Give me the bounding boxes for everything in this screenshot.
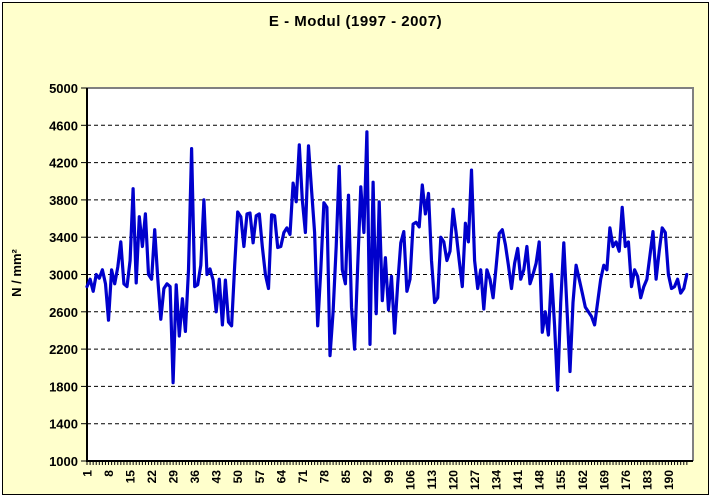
x-tick-label: 22 bbox=[145, 470, 159, 484]
x-tick-label: 155 bbox=[554, 470, 568, 490]
y-tick-label: 3800 bbox=[49, 193, 78, 208]
x-tick-label: 176 bbox=[619, 470, 633, 490]
x-tick-label: 134 bbox=[490, 470, 504, 490]
x-tick-label: 15 bbox=[124, 470, 138, 484]
x-tick-label: 113 bbox=[425, 470, 439, 490]
x-tick-label: 85 bbox=[339, 470, 353, 484]
x-tick-label: 141 bbox=[511, 470, 525, 490]
x-tick-label: 99 bbox=[382, 470, 396, 484]
x-tick-label: 50 bbox=[231, 470, 245, 484]
x-tick-label: 162 bbox=[576, 470, 590, 490]
x-tick-label: 71 bbox=[296, 470, 310, 484]
x-tick-label: 120 bbox=[447, 470, 461, 490]
x-tick-label: 29 bbox=[167, 470, 181, 484]
x-tick-label: 169 bbox=[597, 470, 611, 490]
x-tick-label: 64 bbox=[274, 470, 288, 484]
y-tick-label: 3000 bbox=[49, 268, 78, 283]
plot-svg: 1000 1400 1800 2200 2600 3000 3400 3800 4200 4600… bbox=[49, 81, 694, 490]
x-tick-label: 57 bbox=[253, 470, 267, 484]
y-tick-label: 1800 bbox=[49, 379, 78, 394]
x-tick-label: 8 bbox=[102, 470, 116, 477]
x-tick-label: 127 bbox=[468, 470, 482, 490]
y-tick-label: 1400 bbox=[49, 417, 78, 432]
x-tick-label: 1 bbox=[81, 470, 95, 477]
y-tick-label: 3400 bbox=[49, 230, 78, 245]
x-tick-label: 190 bbox=[662, 470, 676, 490]
x-tick-label: 78 bbox=[317, 470, 331, 484]
y-tick-label: 5000 bbox=[49, 81, 78, 96]
y-tick-label: 2600 bbox=[49, 305, 78, 320]
x-tick-label: 183 bbox=[640, 470, 654, 490]
x-tick-label: 36 bbox=[188, 470, 202, 484]
x-tick-label: 106 bbox=[403, 470, 417, 490]
y-tick-label: 4600 bbox=[49, 118, 78, 133]
chart-title: E - Modul (1997 - 2007) bbox=[268, 13, 443, 30]
y-tick-label: 2200 bbox=[49, 342, 78, 357]
x-tick-label: 43 bbox=[210, 470, 224, 484]
y-tick-label: 4200 bbox=[49, 156, 78, 171]
x-tick-label: 148 bbox=[533, 470, 547, 490]
data-line bbox=[85, 130, 689, 392]
x-tick-label: 92 bbox=[360, 470, 374, 484]
y-tick-label: 1000 bbox=[49, 454, 78, 469]
